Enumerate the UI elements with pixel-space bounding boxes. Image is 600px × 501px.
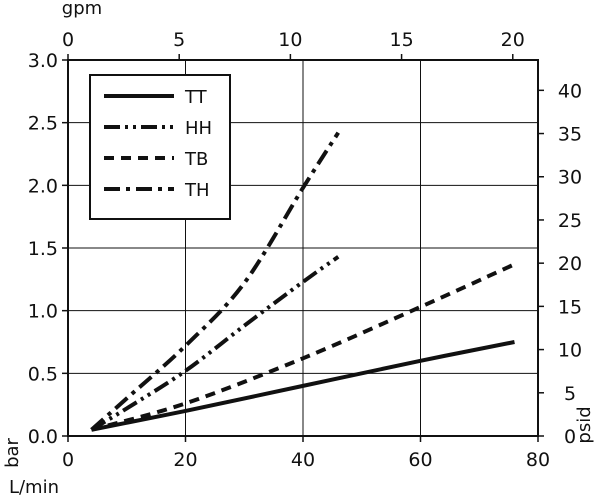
right-tick-label: 15	[558, 296, 582, 318]
series-line-th	[90, 131, 340, 432]
right-tick-label: 10	[558, 340, 582, 362]
left-tick-label: 3.0	[28, 50, 58, 72]
bottom-axis-title: L/min	[9, 477, 59, 498]
right-tick-label: 40	[558, 80, 582, 102]
left-tick-label: 2.5	[28, 113, 58, 135]
right-tick-label: 0	[564, 426, 576, 448]
series-line-tb	[90, 262, 516, 432]
bottom-tick-label: 0	[62, 449, 74, 471]
left-tick-label: 0.0	[28, 426, 58, 448]
top-tick-label: 10	[278, 29, 302, 51]
tick-layer: 0 20 40 60 800 5 10 15 200.00.51.01.52.02.53.005…	[28, 29, 582, 471]
left-tick-label: 1.0	[28, 301, 58, 323]
right-tick-label: 30	[558, 167, 582, 189]
bottom-tick-label: 40	[291, 449, 315, 471]
left-tick-label: 0.5	[28, 363, 58, 385]
right-tick-label: 25	[558, 210, 582, 232]
legend-label-hh: HH	[185, 118, 212, 139]
top-tick-label: 5	[173, 29, 185, 51]
top-tick-label: 0	[62, 29, 74, 51]
right-tick-label: 5	[564, 383, 576, 405]
series-layer	[90, 131, 516, 432]
legend: TT HH TB TH	[89, 74, 231, 220]
series-line-tt	[91, 340, 515, 432]
bottom-tick-label: 80	[526, 449, 550, 471]
top-tick-label: 15	[389, 29, 413, 51]
left-tick-label: 2.0	[28, 175, 58, 197]
legend-label-th: TH	[184, 180, 210, 201]
bottom-tick-label: 60	[408, 449, 432, 471]
right-axis-title: psid	[574, 406, 595, 443]
legend-box	[89, 74, 231, 220]
right-tick-label: 35	[558, 124, 582, 146]
left-axis-title: bar	[2, 437, 23, 467]
legend-label-tt: TT	[184, 87, 208, 108]
top-axis-title: gpm	[62, 0, 102, 19]
right-tick-label: 20	[558, 253, 582, 275]
bottom-tick-label: 20	[173, 449, 197, 471]
top-tick-label: 20	[501, 29, 525, 51]
series-line-hh	[90, 255, 340, 432]
left-tick-label: 1.5	[28, 238, 58, 260]
legend-label-tb: TB	[184, 149, 208, 170]
